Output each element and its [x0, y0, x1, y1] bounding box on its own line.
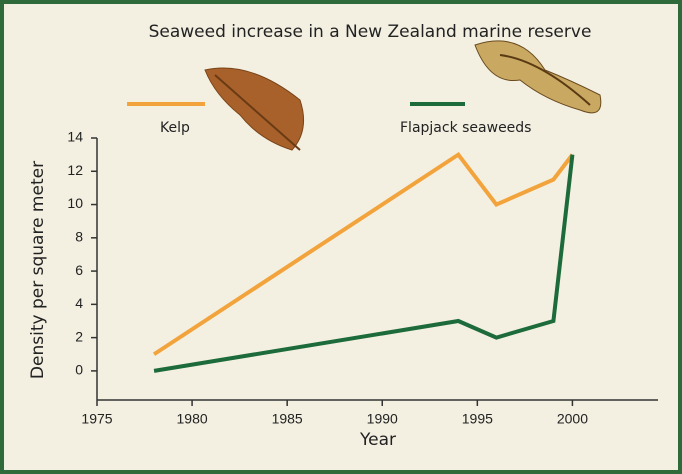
- legend-label: Flapjack seaweeds: [400, 120, 531, 136]
- y-tick-label: 12: [67, 162, 83, 178]
- chart-title: Seaweed increase in a New Zealand marine…: [149, 22, 592, 42]
- y-tick-label: 6: [75, 262, 83, 278]
- x-tick-label: 1990: [367, 411, 398, 427]
- x-tick-label: 1980: [177, 411, 208, 427]
- series-line: [152, 151, 575, 356]
- x-axis-title: Year: [359, 430, 396, 450]
- x-tick-label: 1975: [81, 411, 112, 427]
- y-axis-title: Density per square meter: [28, 161, 48, 379]
- y-tick-label: 10: [67, 195, 83, 211]
- y-tick-label: 4: [75, 295, 83, 311]
- y-tick-label: 8: [75, 229, 83, 245]
- y-tick-label: 2: [75, 328, 83, 344]
- flapjack-illustration: [474, 40, 602, 114]
- series-line: [153, 154, 575, 373]
- kelp-illustration: [204, 67, 305, 151]
- legend-label: Kelp: [160, 120, 190, 136]
- x-tick-label: 1985: [272, 411, 303, 427]
- y-tick-label: 0: [75, 362, 83, 378]
- x-tick-label: 2000: [557, 411, 588, 427]
- x-tick-label: 1995: [462, 411, 493, 427]
- y-tick-label: 14: [67, 129, 83, 145]
